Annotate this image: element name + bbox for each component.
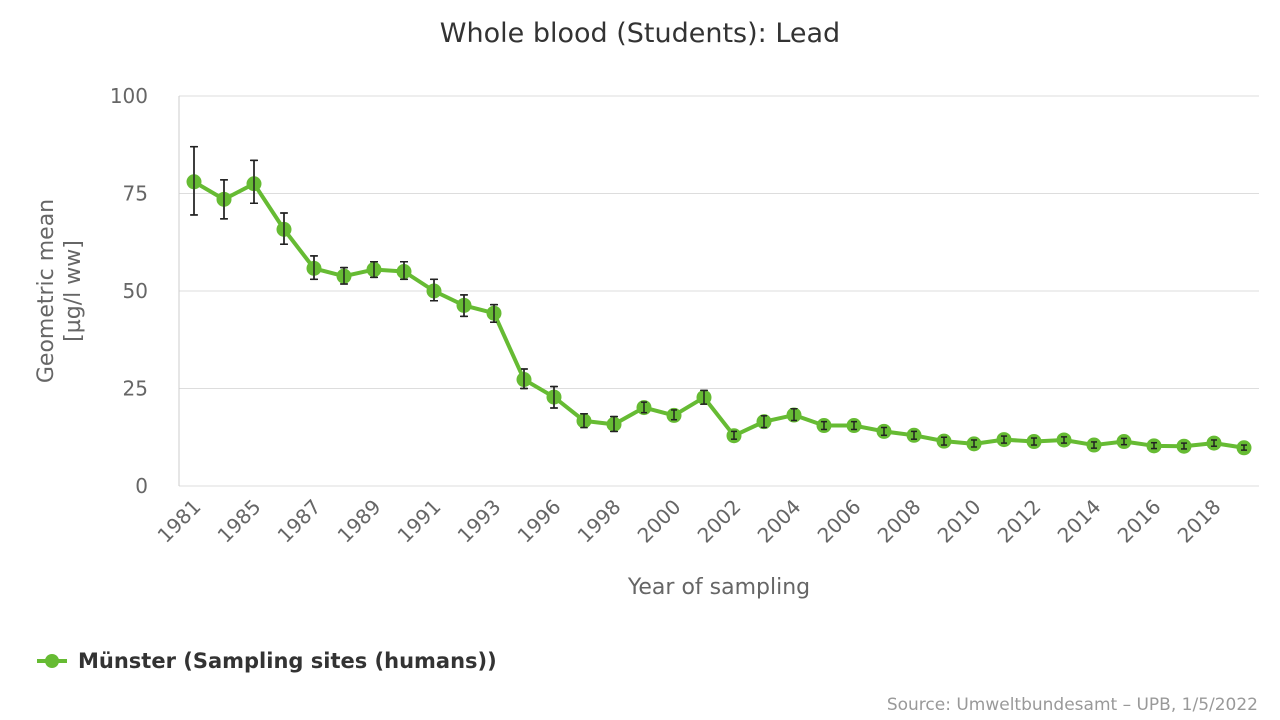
x-tick-label: 1998 [573, 495, 626, 548]
x-tick: 2006 [813, 495, 866, 548]
x-tick: 1987 [273, 495, 326, 548]
y-tick-label: 50 [123, 279, 148, 303]
credits[interactable]: Source: Umweltbundesamt – UPB, 1/5/2022 [887, 695, 1258, 715]
x-tick: 1981 [153, 495, 206, 548]
x-tick-label: 2010 [933, 495, 986, 548]
x-tick-label: 1989 [333, 495, 386, 548]
x-axis-ticks: 1981 1985 1987 1989 1991 1993 1996 1998 2000 2002… [153, 495, 1226, 548]
x-tick: 2002 [693, 495, 746, 548]
x-tick-label: 1981 [153, 495, 206, 548]
x-tick: 1985 [213, 495, 266, 548]
x-tick-label: 2016 [1113, 495, 1166, 548]
legend-marker-icon [45, 654, 59, 668]
error-bars [190, 145, 1248, 451]
y-tick-label: 100 [110, 84, 148, 108]
x-tick: 2018 [1173, 495, 1226, 548]
x-tick-label: 2004 [753, 495, 806, 548]
x-tick: 2014 [1053, 495, 1106, 548]
x-tick-label: 1991 [393, 495, 446, 548]
x-axis-label: Year of sampling [627, 575, 810, 600]
x-tick: 1991 [393, 495, 446, 548]
y-tick-label: 25 [123, 377, 148, 401]
y-axis-ticks: 0 25 50 75 100 [110, 84, 148, 498]
series-line [192, 180, 1245, 450]
y-tick-label: 75 [123, 182, 148, 206]
x-tick-label: 1985 [213, 495, 266, 548]
x-tick-label: 1987 [273, 495, 326, 548]
x-tick: 1993 [453, 495, 506, 548]
x-tick: 2010 [933, 495, 986, 548]
grid-lines [178, 95, 1259, 487]
x-tick-label: 2012 [993, 495, 1046, 548]
x-tick-label: 2008 [873, 495, 926, 548]
x-tick: 2012 [993, 495, 1046, 548]
legend-item[interactable]: Münster (Sampling sites (humans)) [37, 649, 497, 673]
y-axis-label-line1: Geometric mean [34, 199, 59, 383]
chart-title: Whole blood (Students): Lead [440, 18, 840, 49]
x-tick-label: 2018 [1173, 495, 1226, 548]
legend-label: Münster (Sampling sites (humans)) [78, 649, 497, 673]
y-axis-label-line2: [µg/l ww] [61, 240, 86, 342]
x-tick: 2004 [753, 495, 806, 548]
x-tick-label: 1993 [453, 495, 506, 548]
data-points [186, 145, 1252, 456]
x-tick: 1996 [513, 495, 566, 548]
x-tick-label: 2002 [693, 495, 746, 548]
x-tick-label: 2014 [1053, 495, 1106, 548]
x-tick-label: 2006 [813, 495, 866, 548]
x-tick: 2000 [633, 495, 686, 548]
x-tick: 1998 [573, 495, 626, 548]
y-tick-label: 0 [135, 474, 148, 498]
x-tick: 1989 [333, 495, 386, 548]
x-tick-label: 1996 [513, 495, 566, 548]
x-tick: 2008 [873, 495, 926, 548]
x-tick-label: 2000 [633, 495, 686, 548]
x-tick: 2016 [1113, 495, 1166, 548]
